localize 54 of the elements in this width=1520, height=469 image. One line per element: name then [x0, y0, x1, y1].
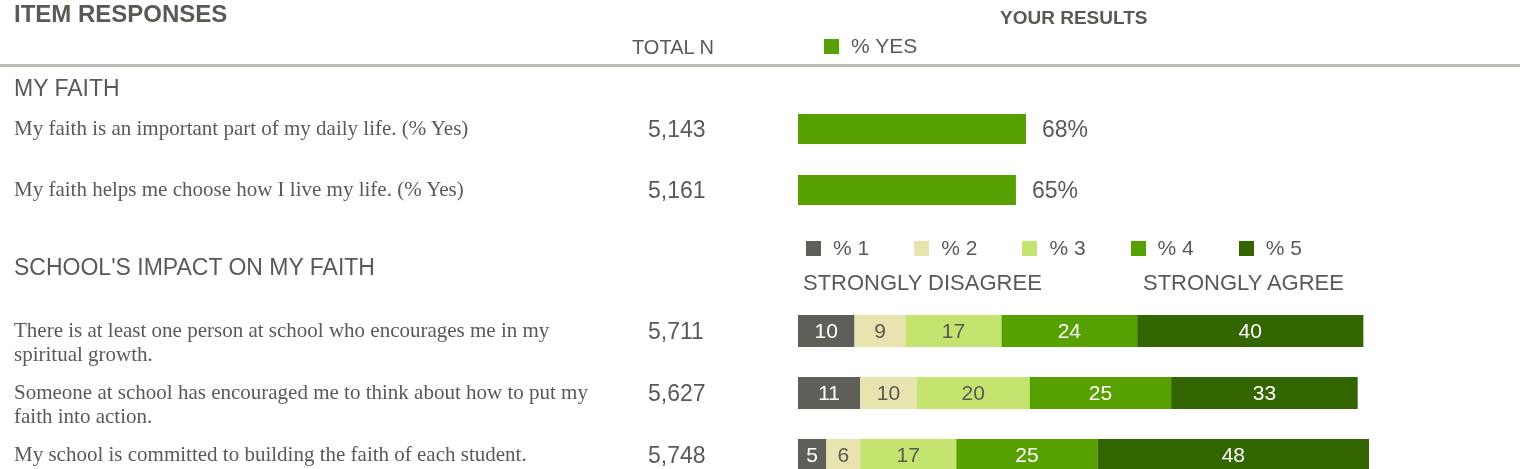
- bar: [798, 315, 855, 347]
- data-label: 48: [1221, 443, 1245, 467]
- text: TOTAL N: [632, 36, 714, 59]
- y-tick-label: My faith is an important part of my daily life. (% Yes): [14, 115, 469, 140]
- text: ITEM RESPONSES: [14, 0, 228, 28]
- text: 5,143: [648, 115, 706, 143]
- text: 5,748: [648, 442, 706, 469]
- y-tick-label: There is at least one person at school who encourages me in my spiritual growth.: [14, 318, 550, 366]
- bar: [826, 439, 861, 469]
- text: 5,627: [648, 380, 706, 407]
- data-label: 24: [1057, 319, 1082, 343]
- data-label: 10: [814, 319, 838, 343]
- data-label: 65%: [1031, 177, 1078, 204]
- legend-label: % 3: [1049, 236, 1086, 260]
- data-label: 17: [941, 319, 966, 343]
- data-label: 5: [806, 443, 818, 467]
- bar: [956, 439, 1098, 469]
- bar: [798, 377, 861, 409]
- data-label: 25: [1088, 381, 1113, 405]
- legend-label: % 4: [1157, 236, 1194, 260]
- legend-label: % 5: [1265, 236, 1302, 260]
- text: STRONGLY AGREE: [1143, 270, 1344, 296]
- legend-label: % 2: [941, 236, 978, 260]
- bar: [916, 377, 1030, 409]
- data-label: 9: [874, 319, 886, 343]
- data-label: 6: [837, 443, 850, 467]
- y-tick-label: My faith helps me choose how I live my life. (% Yes): [14, 176, 464, 201]
- data-label: 40: [1238, 319, 1262, 343]
- bar: [905, 315, 1002, 347]
- legend-title: YOUR RESULTS: [1000, 7, 1148, 29]
- data-label: 10: [876, 381, 901, 405]
- text: MY FAITH: [14, 75, 120, 102]
- data-label: 20: [961, 381, 985, 405]
- bar: [1001, 315, 1138, 347]
- text: SCHOOL'S IMPACT ON MY FAITH: [14, 254, 375, 281]
- bar: [1097, 439, 1369, 469]
- bar: [1171, 377, 1358, 409]
- bar: [854, 315, 906, 347]
- bar: [860, 377, 917, 409]
- y-tick-label: Someone at school has encouraged me to think about how to put my faith into action.: [14, 380, 589, 428]
- data-label: 33: [1252, 381, 1277, 405]
- bar: [860, 439, 957, 469]
- data-label: 25: [1015, 443, 1039, 467]
- text: STRONGLY DISAGREE: [803, 270, 1042, 296]
- data-label: 17: [896, 443, 920, 467]
- bar: [1029, 377, 1172, 409]
- text: 5,711: [648, 318, 704, 345]
- y-tick-label: My school is committed to building the faith of each student.: [14, 442, 527, 466]
- legend-label: % YES: [851, 34, 918, 58]
- data-label: 11: [818, 381, 840, 405]
- legend-label: % 1: [833, 236, 870, 260]
- data-label: 68%: [1042, 116, 1089, 143]
- text: 5,161: [648, 176, 706, 204]
- bar: [1137, 315, 1364, 347]
